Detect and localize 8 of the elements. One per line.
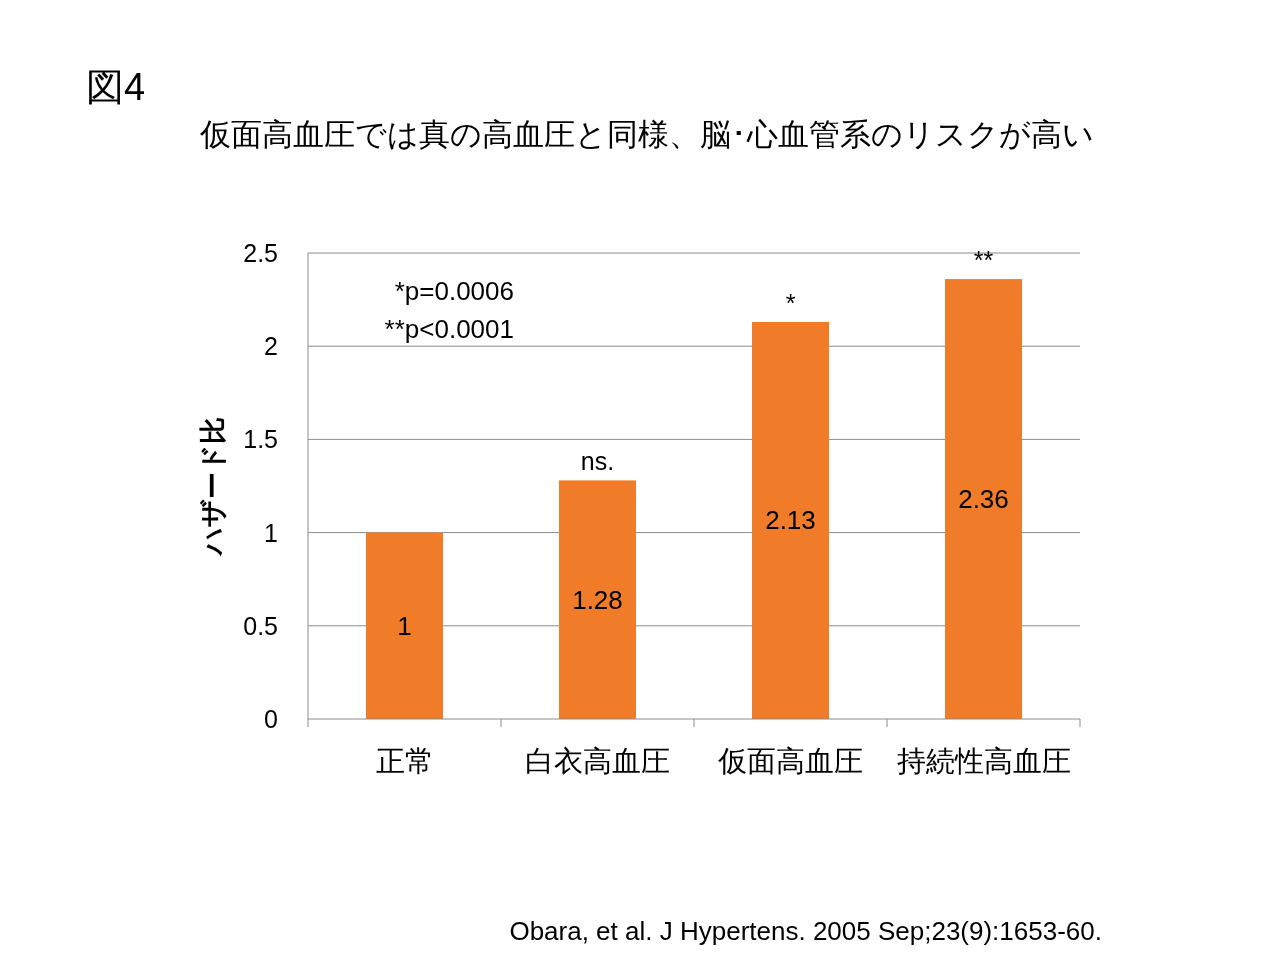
note: **p<0.0001 — [384, 314, 514, 344]
annotation: * — [785, 288, 796, 317]
source: Obara, et al. J Hypertens. 2005 Sep;23(9):1653-60. — [509, 916, 1102, 946]
note: *p=0.0006 — [394, 276, 514, 306]
subtitle: 仮面高血圧では真の高血圧と同様、脳･心血管系のリスクが高い — [200, 117, 1094, 152]
annotation: ns. — [580, 447, 615, 476]
annotation: ** — [973, 246, 994, 275]
title: 図4 — [86, 66, 146, 108]
